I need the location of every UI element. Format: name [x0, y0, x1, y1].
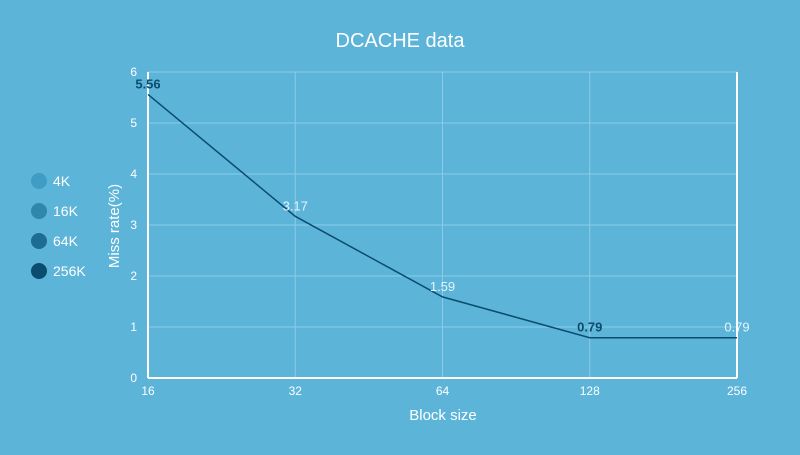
y-axis-label: Miss rate(%): [106, 184, 123, 268]
x-tick-label: 32: [289, 384, 303, 398]
y-tick-label: 0: [130, 371, 137, 385]
data-label: 5.56: [135, 76, 160, 91]
y-tick-label: 1: [130, 320, 137, 334]
x-tick-label: 128: [580, 384, 600, 398]
y-tick-label: 2: [130, 269, 137, 283]
legend-marker: [31, 173, 47, 189]
legend-label: 64K: [53, 233, 79, 249]
legend-marker: [31, 263, 47, 279]
x-tick-label: 64: [436, 384, 450, 398]
data-label: 3.17: [283, 198, 308, 213]
legend-marker: [31, 203, 47, 219]
x-tick-label: 16: [141, 384, 155, 398]
data-label: 1.59: [430, 279, 455, 294]
y-tick-label: 5: [130, 116, 137, 130]
legend-label: 256K: [53, 263, 86, 279]
x-axis-label: Block size: [409, 407, 477, 424]
legend-label: 16K: [53, 203, 79, 219]
chart-title: DCACHE data: [336, 30, 466, 52]
y-tick-label: 3: [130, 218, 137, 232]
y-tick-label: 4: [130, 167, 137, 181]
grid: [148, 72, 737, 378]
data-label: 0.79: [724, 320, 749, 335]
x-tick-label: 256: [727, 384, 747, 398]
legend-marker: [31, 233, 47, 249]
data-label: 0.79: [577, 320, 602, 335]
legend-label: 4K: [53, 173, 71, 189]
legend: 4K 16K 64K 256K: [31, 173, 86, 279]
